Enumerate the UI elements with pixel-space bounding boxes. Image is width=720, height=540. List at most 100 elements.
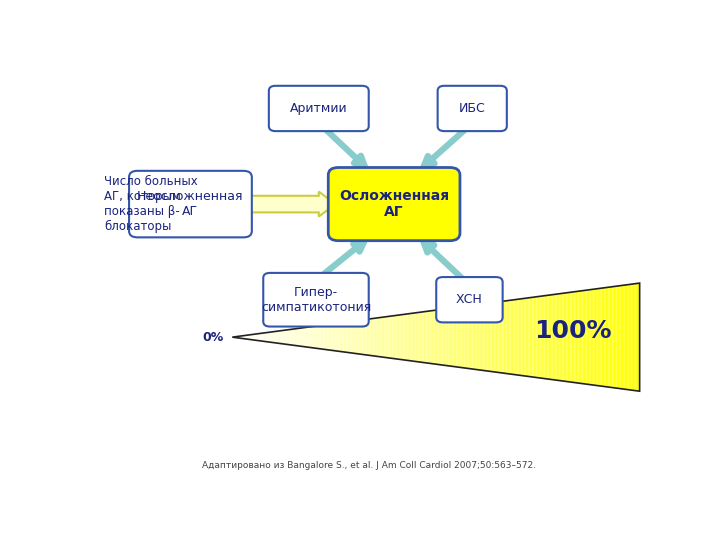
Polygon shape — [497, 302, 498, 373]
Polygon shape — [510, 300, 512, 374]
Polygon shape — [542, 296, 543, 379]
Polygon shape — [360, 320, 361, 354]
Text: Гипер-
симпатикотония: Гипер- симпатикотония — [261, 286, 371, 314]
Polygon shape — [261, 333, 262, 341]
Polygon shape — [273, 332, 274, 343]
Polygon shape — [507, 301, 508, 374]
Polygon shape — [234, 337, 235, 338]
Polygon shape — [426, 311, 428, 363]
Polygon shape — [610, 287, 611, 387]
Polygon shape — [521, 299, 523, 376]
Polygon shape — [572, 292, 573, 382]
Polygon shape — [627, 285, 629, 390]
Polygon shape — [455, 307, 456, 367]
Polygon shape — [582, 291, 584, 384]
Polygon shape — [428, 311, 429, 363]
Polygon shape — [297, 328, 299, 346]
Polygon shape — [323, 325, 325, 349]
Polygon shape — [523, 299, 524, 376]
Polygon shape — [413, 313, 414, 361]
Polygon shape — [581, 291, 582, 383]
Polygon shape — [334, 323, 336, 351]
Polygon shape — [403, 314, 405, 360]
Polygon shape — [308, 327, 310, 347]
Polygon shape — [409, 314, 410, 361]
Polygon shape — [544, 295, 546, 379]
Polygon shape — [593, 289, 595, 385]
Polygon shape — [247, 335, 248, 339]
Polygon shape — [437, 310, 438, 364]
Polygon shape — [512, 300, 513, 374]
Polygon shape — [250, 335, 251, 340]
FancyBboxPatch shape — [264, 273, 369, 327]
Polygon shape — [342, 322, 343, 352]
Polygon shape — [366, 319, 368, 355]
Polygon shape — [352, 321, 353, 353]
Polygon shape — [613, 287, 614, 388]
Polygon shape — [592, 289, 593, 385]
Polygon shape — [251, 334, 253, 340]
Polygon shape — [501, 301, 503, 373]
Polygon shape — [443, 309, 444, 365]
Polygon shape — [431, 310, 432, 363]
Polygon shape — [470, 306, 472, 369]
Polygon shape — [495, 302, 497, 372]
Polygon shape — [631, 284, 633, 390]
Polygon shape — [259, 333, 261, 341]
FancyBboxPatch shape — [436, 277, 503, 322]
Polygon shape — [429, 311, 431, 363]
Polygon shape — [268, 332, 269, 342]
Polygon shape — [614, 286, 615, 388]
Polygon shape — [438, 309, 440, 364]
Polygon shape — [524, 298, 526, 376]
Polygon shape — [425, 312, 426, 363]
Polygon shape — [322, 325, 323, 349]
Polygon shape — [340, 323, 341, 352]
Polygon shape — [575, 292, 576, 383]
Polygon shape — [242, 336, 243, 339]
Polygon shape — [464, 306, 466, 368]
Polygon shape — [319, 326, 320, 349]
Polygon shape — [558, 294, 559, 381]
Polygon shape — [599, 288, 600, 386]
Polygon shape — [357, 320, 359, 354]
Polygon shape — [317, 326, 318, 348]
Polygon shape — [300, 328, 302, 346]
Polygon shape — [382, 317, 383, 357]
Polygon shape — [618, 286, 619, 388]
Polygon shape — [577, 291, 579, 383]
Polygon shape — [398, 315, 400, 359]
Polygon shape — [245, 335, 246, 339]
Polygon shape — [400, 315, 402, 360]
Polygon shape — [374, 318, 375, 356]
Polygon shape — [391, 316, 392, 359]
Polygon shape — [343, 322, 345, 352]
Polygon shape — [555, 294, 557, 380]
Polygon shape — [508, 300, 509, 374]
Polygon shape — [482, 304, 484, 370]
Polygon shape — [258, 334, 259, 341]
Polygon shape — [284, 330, 285, 344]
Polygon shape — [392, 316, 394, 359]
Polygon shape — [418, 312, 420, 362]
Polygon shape — [248, 335, 250, 340]
Polygon shape — [289, 329, 291, 345]
Polygon shape — [365, 319, 366, 355]
Polygon shape — [293, 329, 294, 346]
Polygon shape — [394, 315, 395, 359]
Polygon shape — [637, 284, 638, 391]
Polygon shape — [486, 303, 487, 371]
Polygon shape — [543, 296, 544, 379]
Polygon shape — [481, 304, 482, 370]
Polygon shape — [485, 303, 486, 371]
Polygon shape — [602, 288, 603, 386]
Polygon shape — [417, 313, 418, 362]
Polygon shape — [604, 288, 606, 387]
Polygon shape — [386, 316, 387, 357]
Polygon shape — [638, 283, 639, 391]
Polygon shape — [351, 321, 352, 353]
Polygon shape — [561, 293, 562, 381]
Polygon shape — [538, 296, 539, 378]
Polygon shape — [269, 332, 270, 342]
Polygon shape — [606, 287, 607, 387]
